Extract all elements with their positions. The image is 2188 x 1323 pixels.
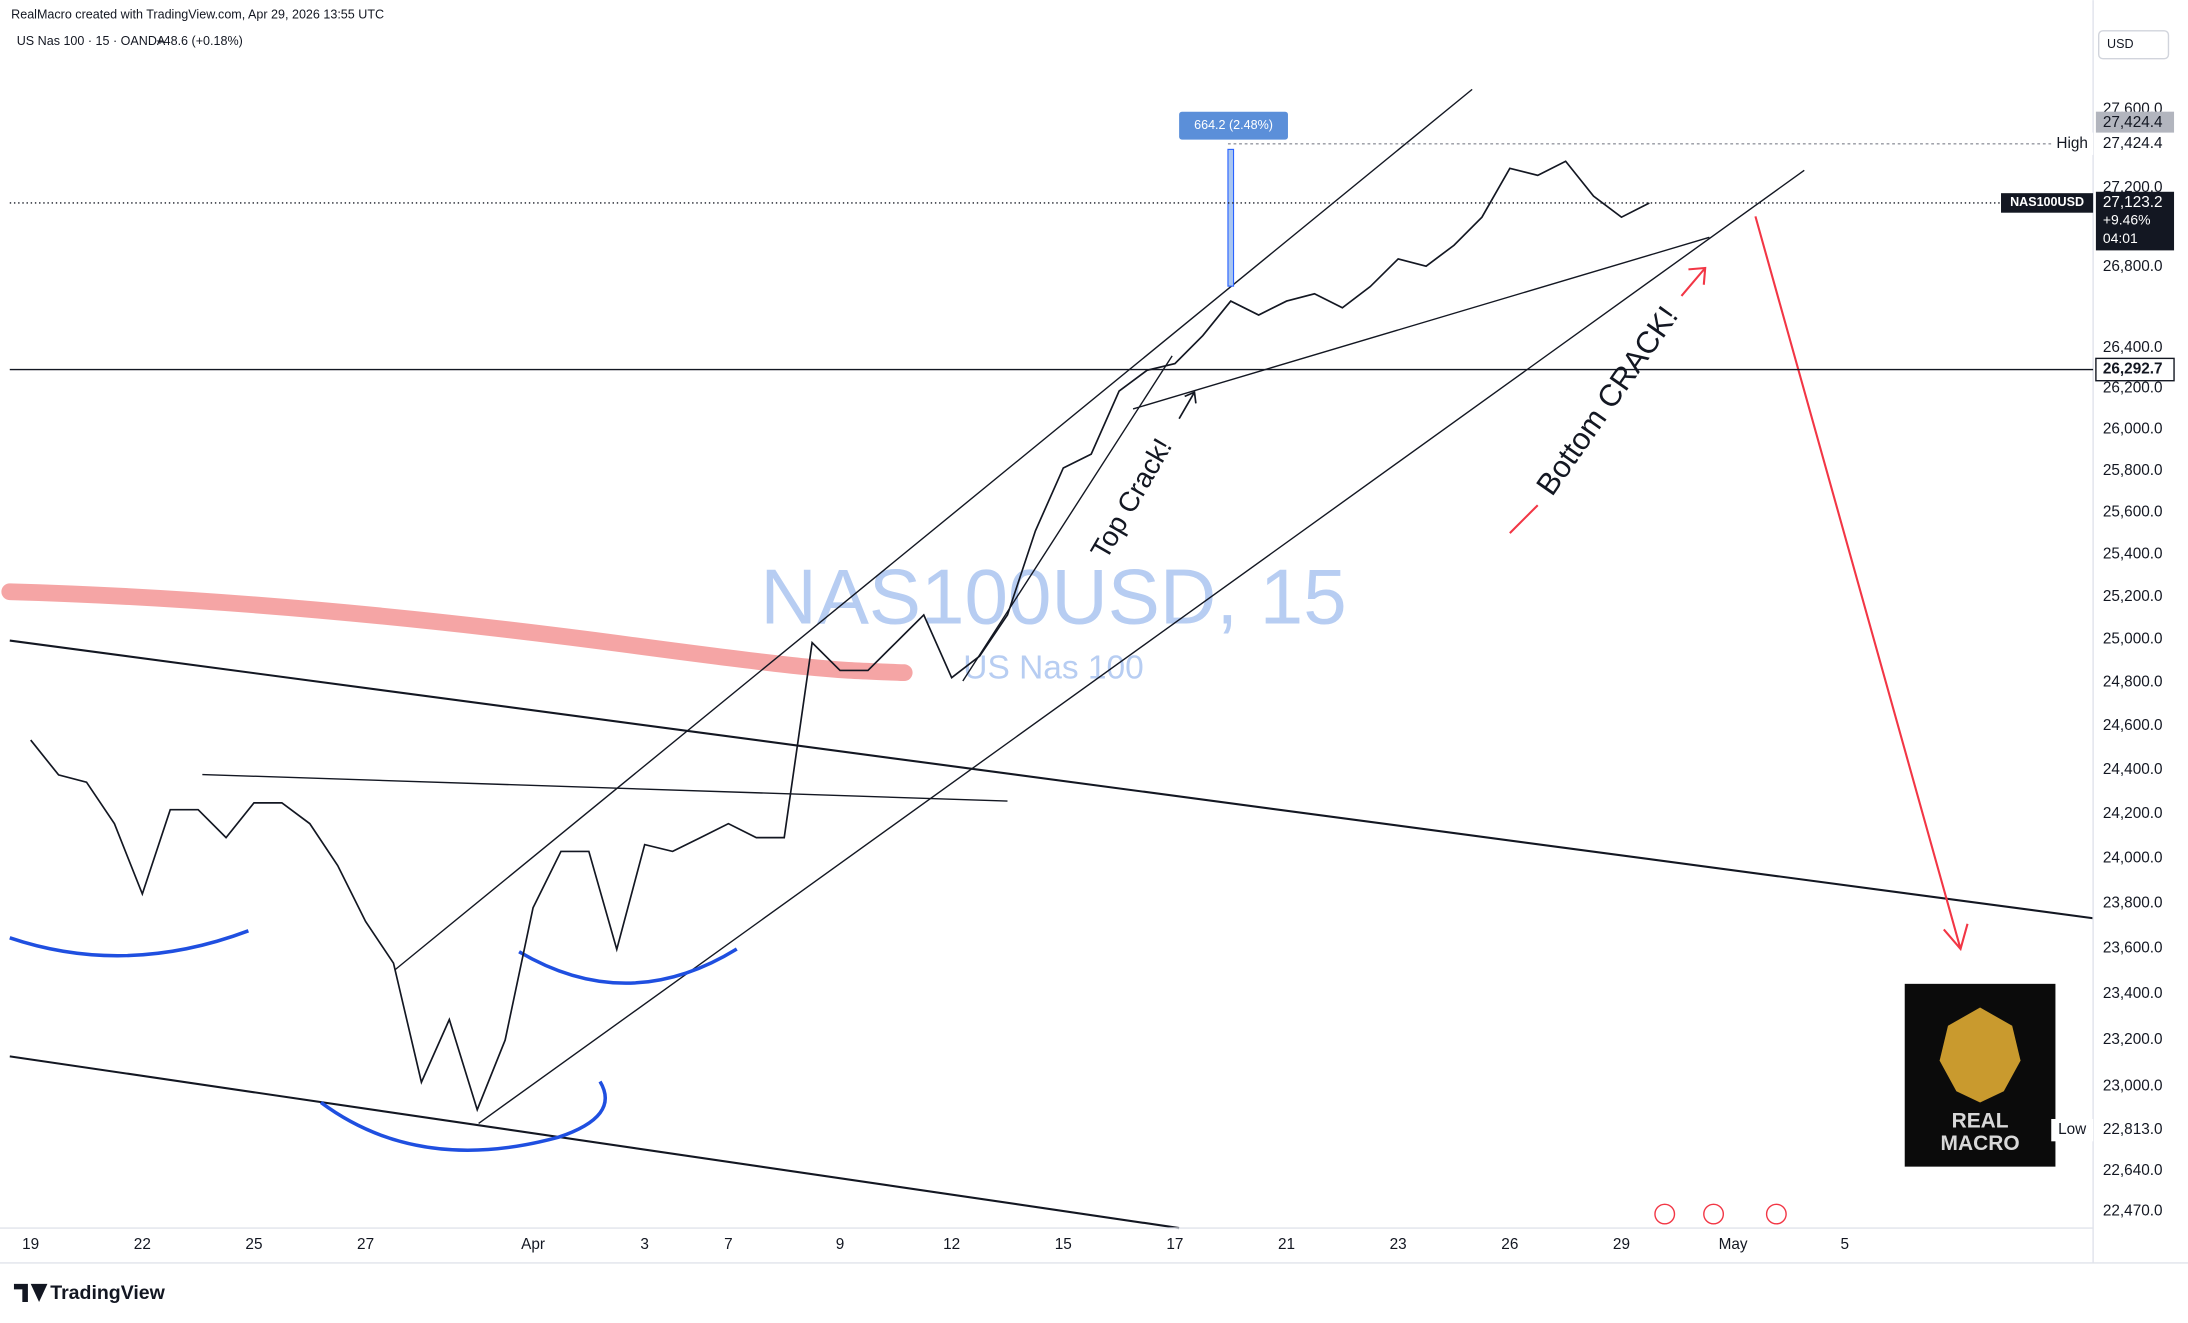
price-label-box	[2095, 357, 2175, 382]
y-tick-label: 23,800.0	[2103, 894, 2163, 911]
price-label: 27,424.4	[2103, 135, 2163, 152]
last-price-box	[2095, 191, 2175, 251]
price-line-series	[30, 160, 1650, 1113]
logo: REAL MACRO	[1904, 983, 2056, 1167]
event-icon[interactable]	[1765, 1203, 1787, 1225]
neckline	[202, 773, 1008, 802]
y-tick-label: 24,000.0	[2103, 849, 2163, 866]
last-price: 27,123.2	[2103, 194, 2163, 211]
x-tick-label: 3	[640, 1236, 649, 1253]
x-tick-label: 19	[22, 1236, 39, 1253]
measure-label: 664.2 (2.48%)	[1194, 118, 1273, 132]
y-tick-label: 25,000.0	[2103, 631, 2163, 648]
y-tick-label: 24,800.0	[2103, 674, 2163, 691]
price-label-box	[2095, 132, 2175, 155]
y-tick-label: 26,200.0	[2103, 380, 2163, 397]
x-tick-label: 15	[1055, 1236, 1072, 1253]
event-icons	[1654, 1203, 1787, 1225]
y-tick-label: 22,640.0	[2103, 1162, 2163, 1179]
y-tick-label: 26,800.0	[2103, 258, 2163, 275]
symbol-line: US Nas 100 · 15 · OANDA	[17, 34, 166, 48]
x-tick-label: 5	[1840, 1236, 1849, 1253]
x-tick-label: 9	[836, 1236, 845, 1253]
price-label: 27,424.4	[2103, 114, 2163, 131]
x-tick-label: 12	[943, 1236, 960, 1253]
x-tick-label: 29	[1613, 1236, 1630, 1253]
y-tick-label: 24,200.0	[2103, 805, 2163, 822]
price-label-box	[2095, 1118, 2175, 1142]
footer-logo	[13, 1283, 48, 1302]
y-tick-label: 26,000.0	[2103, 421, 2163, 438]
trend-line-upper	[9, 639, 2094, 920]
event-icon[interactable]	[1654, 1203, 1676, 1225]
measure-label-box	[1179, 111, 1288, 140]
footer-brand[interactable]: TradingView	[50, 1282, 165, 1304]
x-tick-label: 26	[1501, 1236, 1518, 1253]
currency-box[interactable]	[2097, 30, 2170, 60]
y-tick-label: 26,400.0	[2103, 339, 2163, 356]
x-tick-label: May	[1719, 1236, 1748, 1253]
price-name: High	[2056, 135, 2088, 152]
price-name: Low	[2058, 1121, 2087, 1138]
y-tick-label: 23,000.0	[2103, 1077, 2163, 1094]
y-tick-label: 25,600.0	[2103, 504, 2163, 521]
measure-bar	[1227, 148, 1235, 287]
last-change: +9.46%	[2103, 212, 2151, 228]
symbol-tag: NAS100USD	[2010, 195, 2084, 209]
channel-upper	[394, 88, 1473, 971]
wedge-line	[1132, 236, 1710, 410]
y-tick-label: 23,400.0	[2103, 985, 2163, 1002]
dash	[1509, 504, 1539, 534]
x-tick-label: 17	[1166, 1236, 1183, 1253]
price-label: 22,813.0	[2103, 1121, 2163, 1138]
countdown: 04:01	[2103, 230, 2138, 246]
y-tick-label: 24,600.0	[2103, 717, 2163, 734]
x-tick-label: 22	[134, 1236, 151, 1253]
pattern-arc	[319, 1080, 607, 1152]
author-line: RealMacro created with TradingView.com, …	[11, 8, 384, 22]
currency: USD	[2107, 37, 2134, 51]
logo-text: REAL	[1952, 1110, 2009, 1133]
price-label-box	[2095, 111, 2175, 133]
logo-text: MACRO	[1941, 1132, 2020, 1155]
price-name-box	[2051, 1118, 2094, 1142]
y-tick-label: 27,200.0	[2103, 179, 2163, 196]
watermark: NAS100USD, 15	[760, 553, 1346, 641]
watermark-sub: US Nas 100	[963, 650, 1143, 687]
x-tick-label: 25	[245, 1236, 262, 1253]
y-tick-label: 24,400.0	[2103, 761, 2163, 778]
symbol-change: +48.6 (+0.18%)	[156, 34, 242, 48]
y-tick-label: 23,200.0	[2103, 1031, 2163, 1048]
x-tick-label: 23	[1390, 1236, 1407, 1253]
y-tick-label: 23,600.0	[2103, 939, 2163, 956]
symbol-tag-box	[2001, 193, 2094, 213]
channel-lower	[478, 169, 1805, 1124]
price-label: 26,292.7	[2103, 361, 2163, 378]
trend-line-lower	[9, 1055, 1180, 1230]
down-arrow	[1754, 216, 1969, 952]
x-tick-label: 27	[357, 1236, 374, 1253]
pattern-arc	[9, 929, 249, 958]
small-arrow	[1680, 266, 1707, 297]
logo-lion	[1939, 1007, 2021, 1103]
price-name-box	[2051, 132, 2094, 155]
pattern-arc	[518, 947, 738, 985]
event-icon[interactable]	[1703, 1203, 1725, 1225]
y-tick-label: 25,400.0	[2103, 546, 2163, 563]
x-tick-label: Apr	[521, 1236, 545, 1253]
drawings	[1, 88, 2094, 1230]
y-tick-label: 25,800.0	[2103, 462, 2163, 479]
small-arrow	[1178, 390, 1197, 420]
y-tick-label: 22,470.0	[2103, 1202, 2163, 1219]
inner-trend-line	[962, 355, 1173, 682]
x-tick-label: 21	[1278, 1236, 1295, 1253]
y-tick-label: 25,200.0	[2103, 588, 2163, 605]
x-tick-label: 7	[724, 1236, 733, 1253]
